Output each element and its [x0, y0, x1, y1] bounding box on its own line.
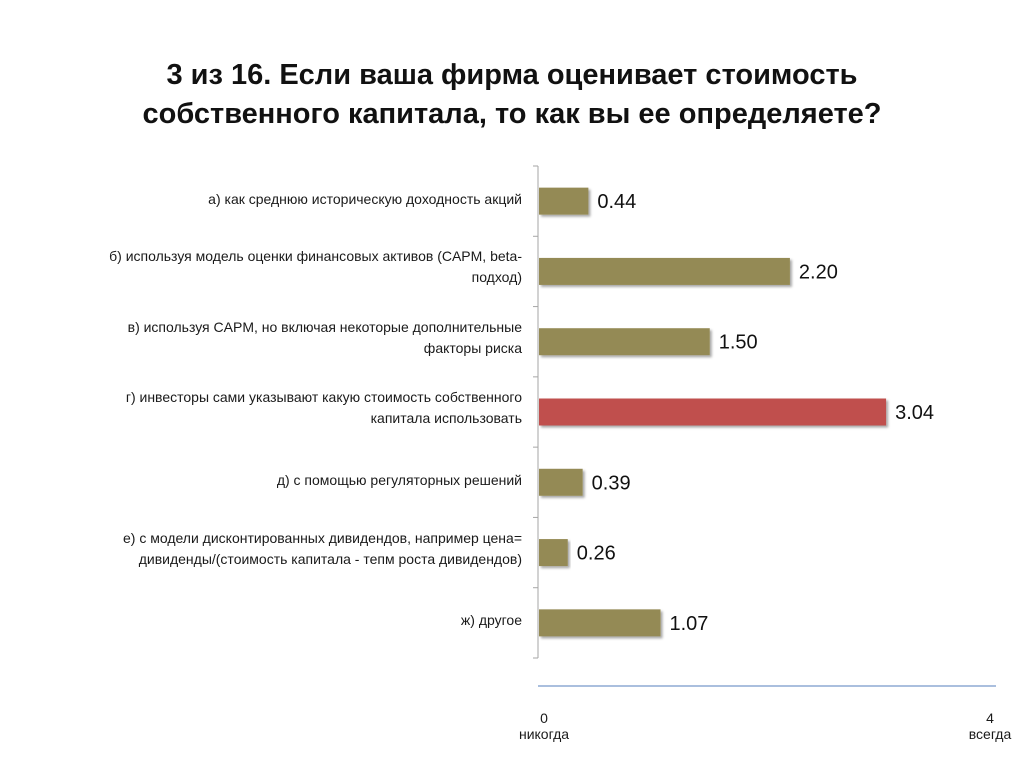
category-axis	[533, 165, 539, 659]
bar-2	[539, 257, 790, 285]
chart-title-line-2: собственного капитала, то как вы ее опре…	[142, 98, 882, 130]
bar-5	[539, 468, 583, 496]
chart-title: 3 из 16. Если ваша фирма оценивает стоим…	[0, 56, 1024, 134]
x-axis-min-caption: никогда	[518, 726, 570, 742]
category-label-1: а) как среднюю историческую доходность а…	[42, 189, 522, 210]
value-label-5: 0.39	[592, 472, 631, 494]
category-label-line: ж) другое	[460, 612, 522, 629]
category-label-line: подход)	[471, 269, 522, 286]
bars	[539, 187, 887, 637]
value-label-3: 1.50	[719, 332, 758, 354]
category-label-5: д) с помощью регуляторных решений	[42, 470, 522, 491]
category-label-line: г) инвесторы сами указывают какую стоимо…	[125, 389, 522, 405]
bar-1	[539, 187, 589, 215]
category-label-6: е) с модели дисконтированных дивидендов,…	[42, 528, 522, 570]
category-label-7: ж) другое	[42, 610, 522, 631]
category-label-2: б) используя модель оценки финансовых ак…	[42, 246, 522, 288]
x-axis-min: 0 никогда	[514, 710, 574, 742]
chart-title-line-1: 3 из 16. Если ваша фирма оценивает стоим…	[166, 59, 858, 91]
category-label-line: б) используя модель оценки финансовых ак…	[109, 248, 522, 265]
value-label-1: 0.44	[597, 191, 636, 213]
bar-6	[539, 539, 568, 567]
category-label-line: дивиденды/(стоимость капитала - тепм рос…	[138, 550, 522, 567]
value-label-7: 1.07	[670, 613, 709, 635]
x-axis-max-label: 4	[986, 710, 994, 726]
category-label-3: в) используя CAPM, но включая некоторые …	[42, 317, 522, 359]
category-label-line: е) с модели дисконтированных дивидендов,…	[122, 529, 522, 546]
x-axis-min-label: 0	[540, 710, 548, 726]
value-label-4: 3.04	[895, 402, 934, 424]
category-label-4: г) инвесторы сами указывают какую стоимо…	[42, 387, 522, 429]
category-label-line: а) как среднюю историческую доходность а…	[208, 190, 522, 207]
value-label-6: 0.26	[577, 543, 616, 565]
bar-4	[539, 398, 887, 426]
x-axis-max: 4 всегда	[958, 710, 1022, 742]
category-label-line: д) с помощью регуляторных решений	[276, 471, 522, 488]
category-label-line: в) используя CAPM, но включая некоторые …	[127, 318, 522, 335]
bar-3	[539, 328, 710, 356]
x-axis-max-caption: всегда	[968, 726, 1012, 742]
value-labels: 0.44 2.20 1.50 3.04 0.39 0.26 1.07	[577, 191, 934, 635]
bar-7	[539, 609, 661, 637]
category-label-line: капитала использовать	[370, 410, 522, 426]
value-label-2: 2.20	[799, 261, 838, 283]
category-label-line: факторы риска	[423, 339, 522, 356]
